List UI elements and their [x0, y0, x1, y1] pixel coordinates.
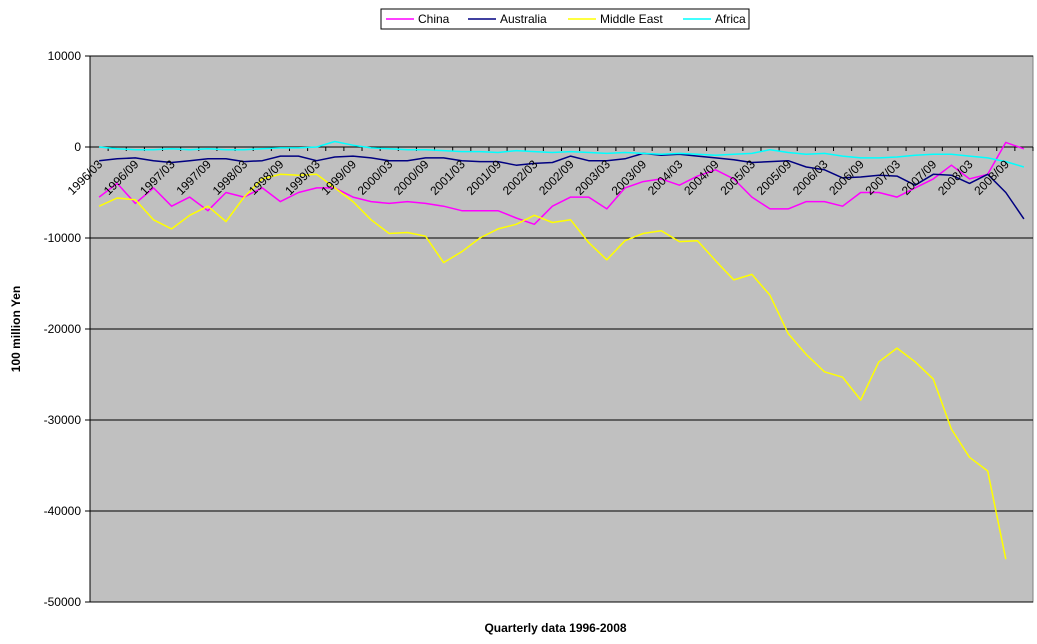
y-tick-label: -40000 — [44, 504, 82, 518]
legend: China Australia Middle East Africa — [380, 8, 750, 30]
legend-label: China — [418, 12, 450, 26]
legend-label: Middle East — [600, 12, 663, 26]
y-tick-label: -30000 — [44, 413, 82, 427]
legend-item: China — [386, 12, 450, 26]
series-line-australia — [99, 152, 1025, 220]
y-tick-label: 10000 — [48, 49, 82, 63]
legend-item: Australia — [468, 12, 547, 26]
legend-label: Africa — [715, 12, 746, 26]
y-tick-label: -10000 — [44, 231, 82, 245]
y-tick-label: 0 — [74, 140, 81, 154]
series-line-china — [98, 141, 1025, 226]
y-axis-title: 100 million Yen — [9, 286, 23, 372]
legend-box — [380, 8, 750, 30]
x-axis-title: Quarterly data 1996-2008 — [484, 621, 626, 635]
series-line-middle-east — [98, 173, 1007, 560]
y-tick-label: -20000 — [44, 322, 82, 336]
y-tick-label: -50000 — [44, 595, 82, 609]
legend-item: Middle East — [568, 12, 663, 26]
series-line-africa — [99, 140, 1025, 168]
legend-label: Australia — [500, 12, 547, 26]
legend-item: Africa — [683, 12, 746, 26]
